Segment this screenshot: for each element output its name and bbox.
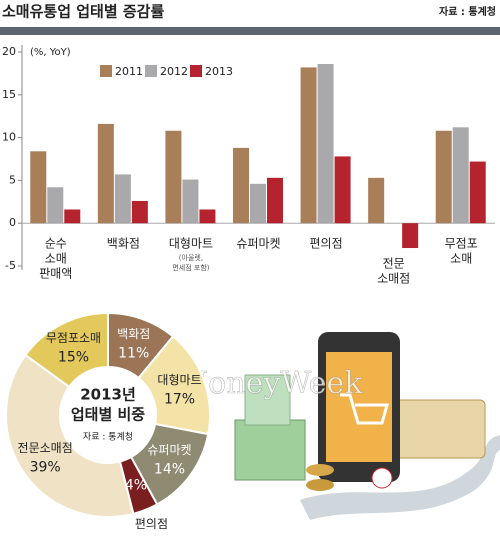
bar (64, 209, 81, 224)
legend-swatch (190, 65, 202, 77)
center-label: 2013년 (80, 386, 136, 404)
bar (368, 177, 385, 224)
bar (47, 187, 64, 224)
slice-label: 편의점 (135, 517, 168, 531)
legend-label: 2011 (115, 65, 143, 78)
y-tick-label: 20 (2, 45, 16, 58)
bar (114, 174, 131, 224)
pie-source: 자료 : 통계청 (83, 431, 133, 443)
center-label: 업태별 비중 (71, 406, 145, 424)
slice-value: 15% (58, 349, 89, 365)
x-tick-label: 슈퍼마켓 (236, 237, 280, 251)
source: 자료 : 통계청 (439, 5, 496, 18)
legend-label: 2012 (160, 65, 188, 78)
slice-value: 17% (164, 391, 195, 407)
x-tick-label: 판매액 (39, 267, 72, 281)
slice-label: 전문소매점 (18, 441, 73, 455)
pie-slice (5, 353, 135, 518)
bar (334, 156, 351, 224)
bar (402, 223, 419, 249)
slice-label: 대형마트 (157, 373, 201, 387)
slice-value: 39% (30, 460, 61, 476)
slice-value: 14% (154, 462, 185, 478)
x-tick-label: 무점포 (445, 237, 478, 251)
bar (250, 183, 266, 224)
bar (435, 130, 452, 224)
header-band (0, 27, 500, 35)
bar (233, 147, 249, 224)
bar (165, 130, 182, 224)
x-tick-label: 소매점 (377, 272, 410, 286)
pie-slice (24, 311, 109, 389)
bar (452, 127, 469, 224)
slice-value: 4% (125, 478, 147, 494)
bar (131, 200, 148, 224)
legend-swatch (100, 65, 112, 77)
legend-label: 2013 (205, 65, 233, 78)
illustration (234, 332, 500, 520)
watermark: MoneyWeek (178, 366, 364, 401)
slice-label: 무점포소매 (46, 331, 101, 345)
y-tick-label: 10 (2, 131, 16, 144)
x-tick-label: 전문 (383, 257, 405, 271)
bar (317, 63, 334, 224)
x-tick-label: 순수 (45, 237, 67, 251)
slice-label: 슈퍼마켓 (147, 443, 191, 457)
y-tick-label: 5 (9, 173, 16, 186)
bar (469, 161, 486, 224)
y-tick-label: 15 (2, 88, 16, 101)
bar (300, 67, 317, 224)
unit-label: (%, YoY) (30, 47, 71, 58)
legend-swatch (145, 65, 157, 77)
pie-center (62, 369, 154, 461)
x-tick-label: 백화점 (107, 237, 140, 251)
x-tick-label: 소매 (450, 252, 472, 266)
x-tick-label: 편의점 (310, 237, 343, 251)
x-tick-label: 대형마트 (169, 237, 213, 251)
bar (97, 123, 114, 224)
slice-label: 백화점 (117, 327, 150, 341)
chart-title: 소매유통업 업태별 증감률 (2, 3, 164, 21)
bar (182, 179, 199, 224)
bar (267, 177, 283, 224)
x-tick-label: 소매 (45, 252, 67, 266)
slice-value: 11% (118, 345, 149, 361)
bar (30, 151, 47, 224)
annotation: 면세점 포함) (172, 263, 209, 272)
y-tick-label: -5 (5, 259, 16, 272)
y-tick-label: 0 (9, 216, 16, 229)
annotation: (아울렛, (179, 253, 203, 262)
bar (199, 209, 216, 224)
